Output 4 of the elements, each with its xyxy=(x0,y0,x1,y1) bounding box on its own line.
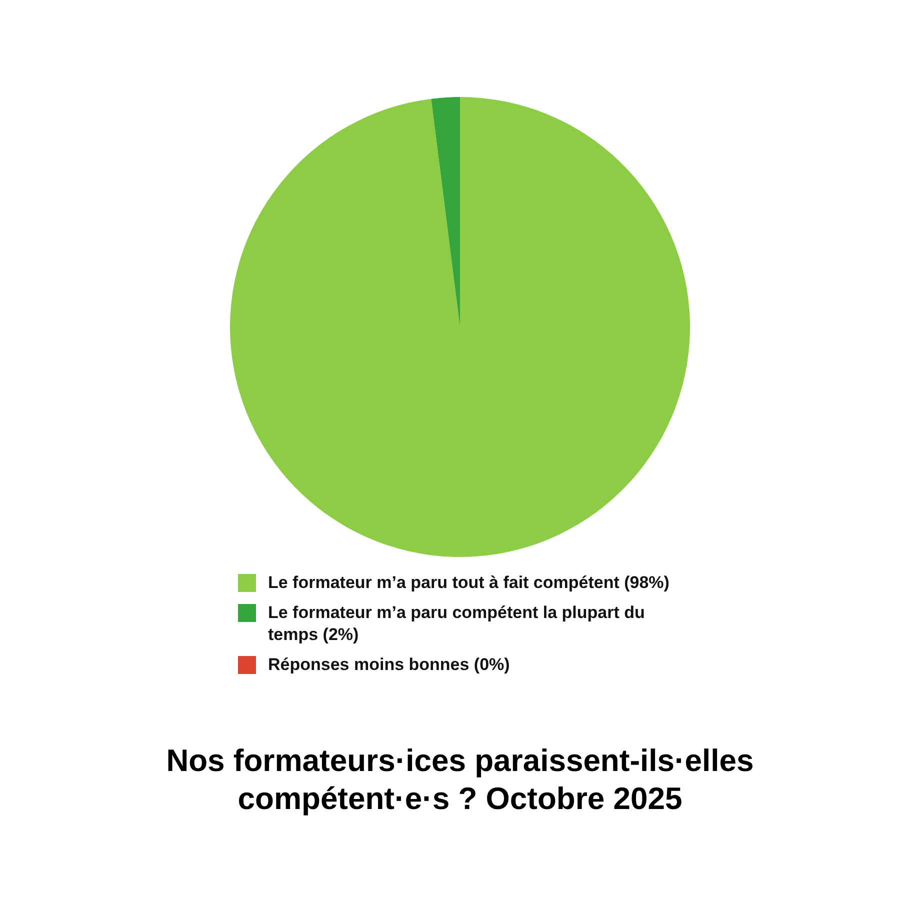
legend-label: Le formateur m’a paru tout à fait compétent (98%) xyxy=(268,572,670,594)
legend-label: Réponses moins bonnes (0%) xyxy=(268,654,510,676)
legend-label: Le formateur m’a paru compétent la plupart du temps (2%) xyxy=(268,602,646,646)
text: Nos formateurs·ices paraissent-ils·elles compétent·e·s ? Octobre 2025 xyxy=(165,742,755,818)
